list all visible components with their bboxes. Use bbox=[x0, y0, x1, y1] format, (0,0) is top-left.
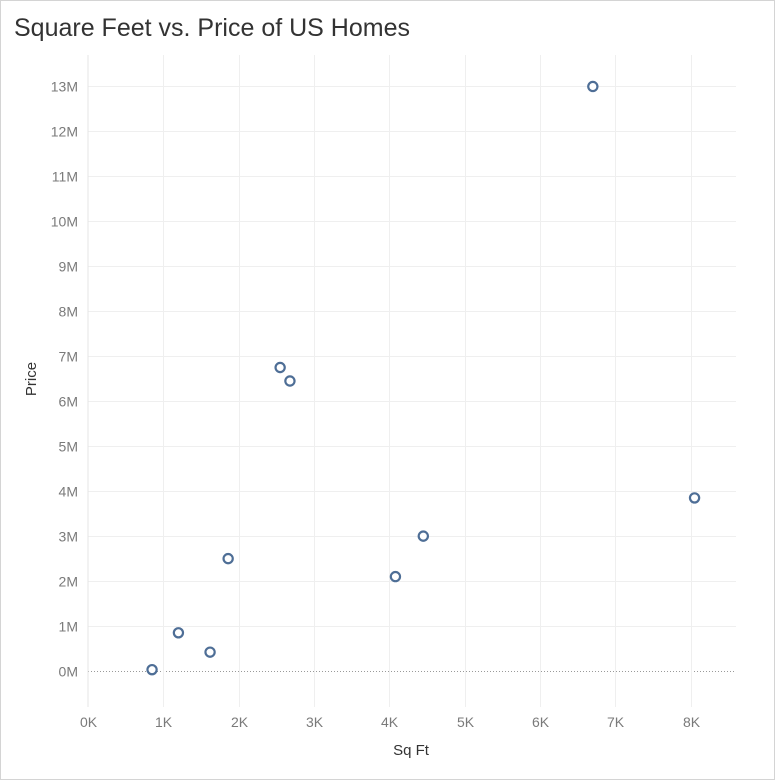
chart-title: Square Feet vs. Price of US Homes bbox=[14, 14, 410, 42]
y-axis-title: Price bbox=[23, 362, 40, 396]
x-axis-title: Sq Ft bbox=[393, 742, 430, 759]
x-tick-label: 5K bbox=[457, 714, 475, 730]
x-tick-label: 1K bbox=[155, 714, 173, 730]
data-point[interactable] bbox=[204, 646, 216, 658]
y-tick-label: 10M bbox=[51, 214, 78, 230]
y-tick-label: 9M bbox=[59, 259, 78, 275]
data-point[interactable] bbox=[284, 375, 296, 387]
y-tick-label: 12M bbox=[51, 124, 78, 140]
data-point[interactable] bbox=[274, 361, 286, 374]
point-layer bbox=[146, 80, 701, 676]
y-tick-label: 13M bbox=[51, 79, 78, 95]
axis-layer: 0M 1M 2M 3M 4M 5M 6M 7M 8M 9M 10M 11M 12M 13M 0K 1K 2K 3K… bbox=[51, 55, 701, 730]
y-tick-label: 6M bbox=[59, 394, 78, 410]
y-tick-label: 1M bbox=[59, 619, 78, 635]
x-tick-label: 7K bbox=[607, 714, 625, 730]
y-tick-label: 4M bbox=[59, 484, 78, 500]
x-tick-label: 4K bbox=[381, 714, 399, 730]
x-tick-label: 3K bbox=[306, 714, 324, 730]
data-point[interactable] bbox=[688, 492, 701, 504]
y-tick-label: 3M bbox=[59, 529, 78, 545]
data-point[interactable] bbox=[222, 552, 234, 565]
data-point[interactable] bbox=[417, 530, 430, 542]
y-tick-label: 11M bbox=[52, 169, 78, 185]
y-tick-label: 8M bbox=[59, 304, 78, 320]
data-point[interactable] bbox=[172, 627, 185, 639]
x-tick-label: 6K bbox=[532, 714, 550, 730]
y-tick-label: 2M bbox=[59, 574, 78, 590]
x-tick-label: 2K bbox=[231, 714, 249, 730]
y-tick-label: 0M bbox=[59, 664, 78, 680]
data-point[interactable] bbox=[587, 80, 599, 93]
grid-layer bbox=[88, 55, 736, 707]
data-point[interactable] bbox=[146, 663, 158, 676]
y-tick-label: 7M bbox=[59, 349, 78, 365]
x-tick-label: 8K bbox=[683, 714, 701, 730]
x-tick-label: 0K bbox=[80, 714, 98, 730]
data-point[interactable] bbox=[389, 570, 402, 583]
y-tick-label: 5M bbox=[59, 439, 78, 455]
